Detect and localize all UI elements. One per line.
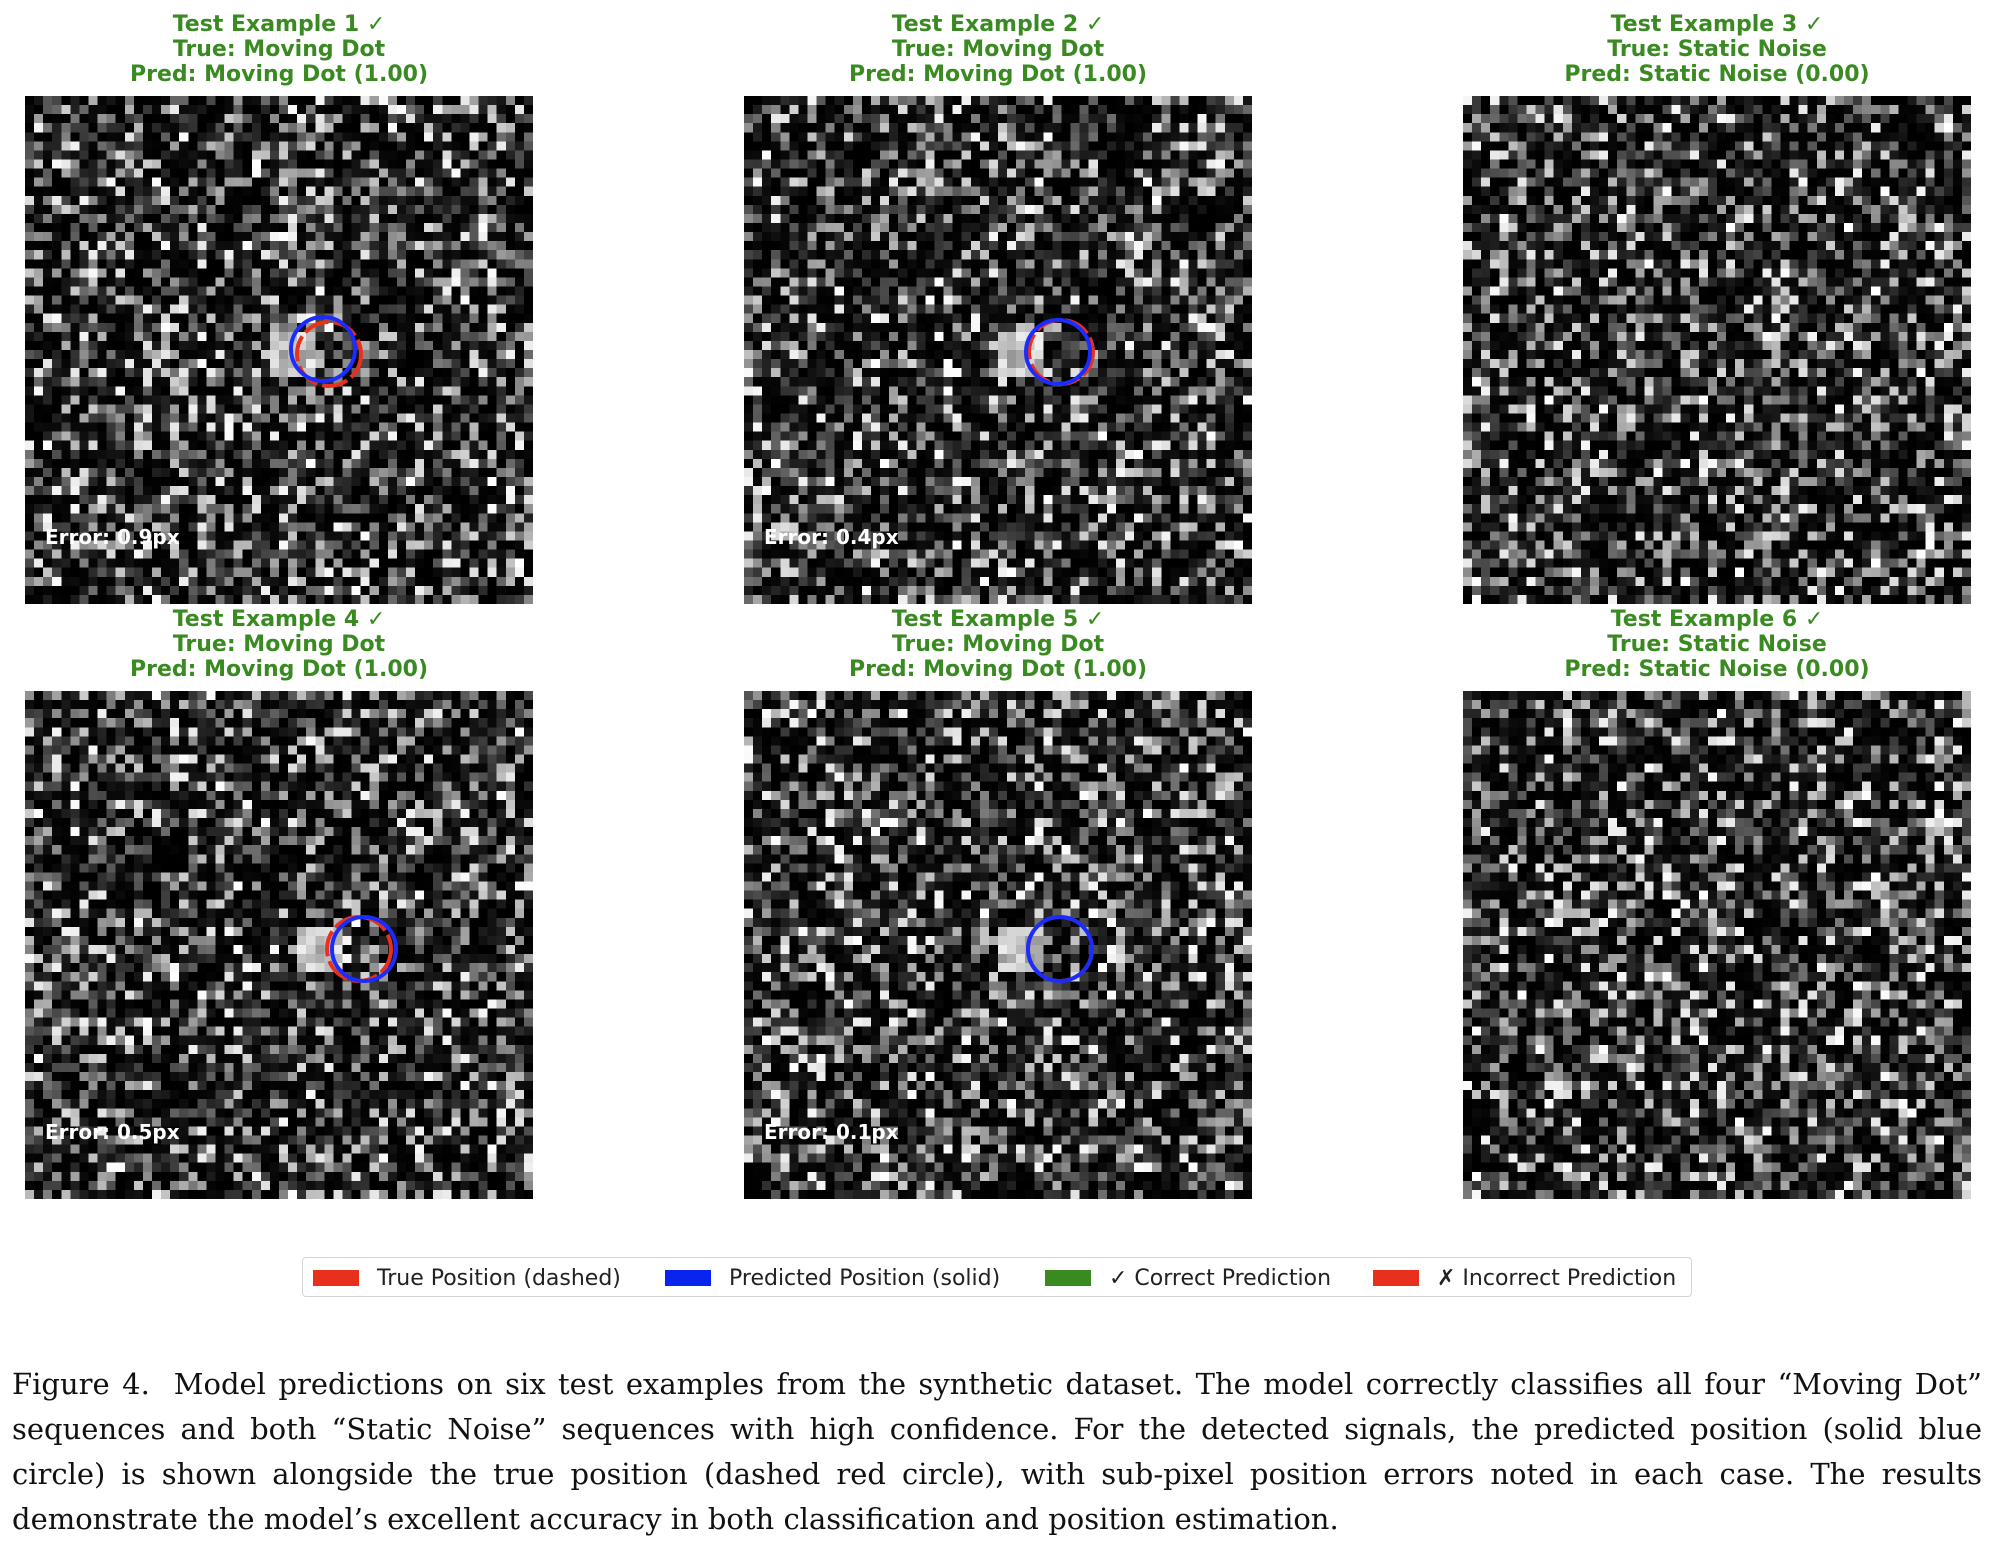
- caption-label: Figure 4.: [12, 1367, 150, 1401]
- figure-legend: True Position (dashed) Predicted Positio…: [302, 1257, 1692, 1297]
- legend-item-predicted-position: Predicted Position (solid): [665, 1258, 1000, 1298]
- predicted-position-circle: [330, 915, 398, 983]
- panel-pred-label: Pred: Moving Dot (1.00): [130, 62, 428, 87]
- noise-canvas: [1463, 96, 1971, 604]
- caption-text: Model predictions on six test examples f…: [12, 1367, 1982, 1536]
- noise-image: Error: 0.9px: [25, 96, 533, 604]
- noise-canvas: [25, 96, 533, 604]
- legend-label: ✗ Incorrect Prediction: [1437, 1265, 1677, 1291]
- noise-canvas: [1463, 691, 1971, 1199]
- predicted-position-circle: [1026, 915, 1094, 983]
- panel-title: Test Example 6 ✓: [1610, 607, 1824, 632]
- panel-true-label: True: Static Noise: [1607, 37, 1827, 62]
- panel-pred-label: Pred: Moving Dot (1.00): [849, 62, 1147, 87]
- noise-canvas: [744, 691, 1252, 1199]
- panel-true-label: True: Moving Dot: [172, 37, 386, 62]
- legend-item-correct: ✓ Correct Prediction: [1045, 1258, 1331, 1298]
- noise-image: Error: 0.1px: [744, 691, 1252, 1199]
- panel-true-label: True: Static Noise: [1607, 632, 1827, 657]
- predicted-position-circle: [289, 315, 357, 383]
- panel-true-label: True: Moving Dot: [891, 632, 1105, 657]
- legend-swatch: [1045, 1270, 1091, 1286]
- legend-swatch: [313, 1270, 359, 1286]
- position-overlay: [1026, 915, 1094, 983]
- panel-pred-label: Pred: Moving Dot (1.00): [130, 657, 428, 682]
- panel-true-label: True: Moving Dot: [891, 37, 1105, 62]
- panel-title: Test Example 1 ✓: [172, 12, 386, 37]
- legend-item-true-position: True Position (dashed): [313, 1258, 621, 1298]
- legend-label: True Position (dashed): [377, 1265, 621, 1291]
- figure-caption: Figure 4. Model predictions on six test e…: [12, 1362, 1982, 1542]
- true-position-circle: [295, 320, 363, 388]
- error-label: Error: 0.9px: [45, 525, 180, 549]
- legend-item-incorrect: ✗ Incorrect Prediction: [1373, 1258, 1676, 1298]
- position-overlay: [289, 315, 363, 388]
- noise-canvas: [25, 691, 533, 1199]
- legend-swatch: [1373, 1270, 1419, 1286]
- panel-pred-label: Pred: Moving Dot (1.00): [849, 657, 1147, 682]
- noise-canvas: [744, 96, 1252, 604]
- error-label: Error: 0.1px: [764, 1120, 899, 1144]
- noise-image: Error: 0.4px: [744, 96, 1252, 604]
- panel-true-label: True: Moving Dot: [172, 632, 386, 657]
- error-label: Error: 0.4px: [764, 525, 899, 549]
- panel-title: Test Example 3 ✓: [1610, 12, 1824, 37]
- noise-image: [1463, 96, 1971, 604]
- true-position-circle: [325, 915, 393, 983]
- panel-pred-label: Pred: Static Noise (0.00): [1564, 62, 1870, 87]
- panel-title: Test Example 2 ✓: [891, 12, 1105, 37]
- predicted-position-circle: [1024, 318, 1092, 386]
- panel-title: Test Example 4 ✓: [172, 607, 386, 632]
- legend-label: Predicted Position (solid): [729, 1265, 1001, 1291]
- noise-image: Error: 0.5px: [25, 691, 533, 1199]
- panel-pred-label: Pred: Static Noise (0.00): [1564, 657, 1870, 682]
- legend-label: ✓ Correct Prediction: [1109, 1265, 1332, 1291]
- legend-swatch: [665, 1270, 711, 1286]
- position-overlay: [325, 915, 398, 983]
- error-label: Error: 0.5px: [45, 1120, 180, 1144]
- noise-image: [1463, 691, 1971, 1199]
- position-overlay: [1024, 318, 1095, 386]
- panel-title: Test Example 5 ✓: [891, 607, 1105, 632]
